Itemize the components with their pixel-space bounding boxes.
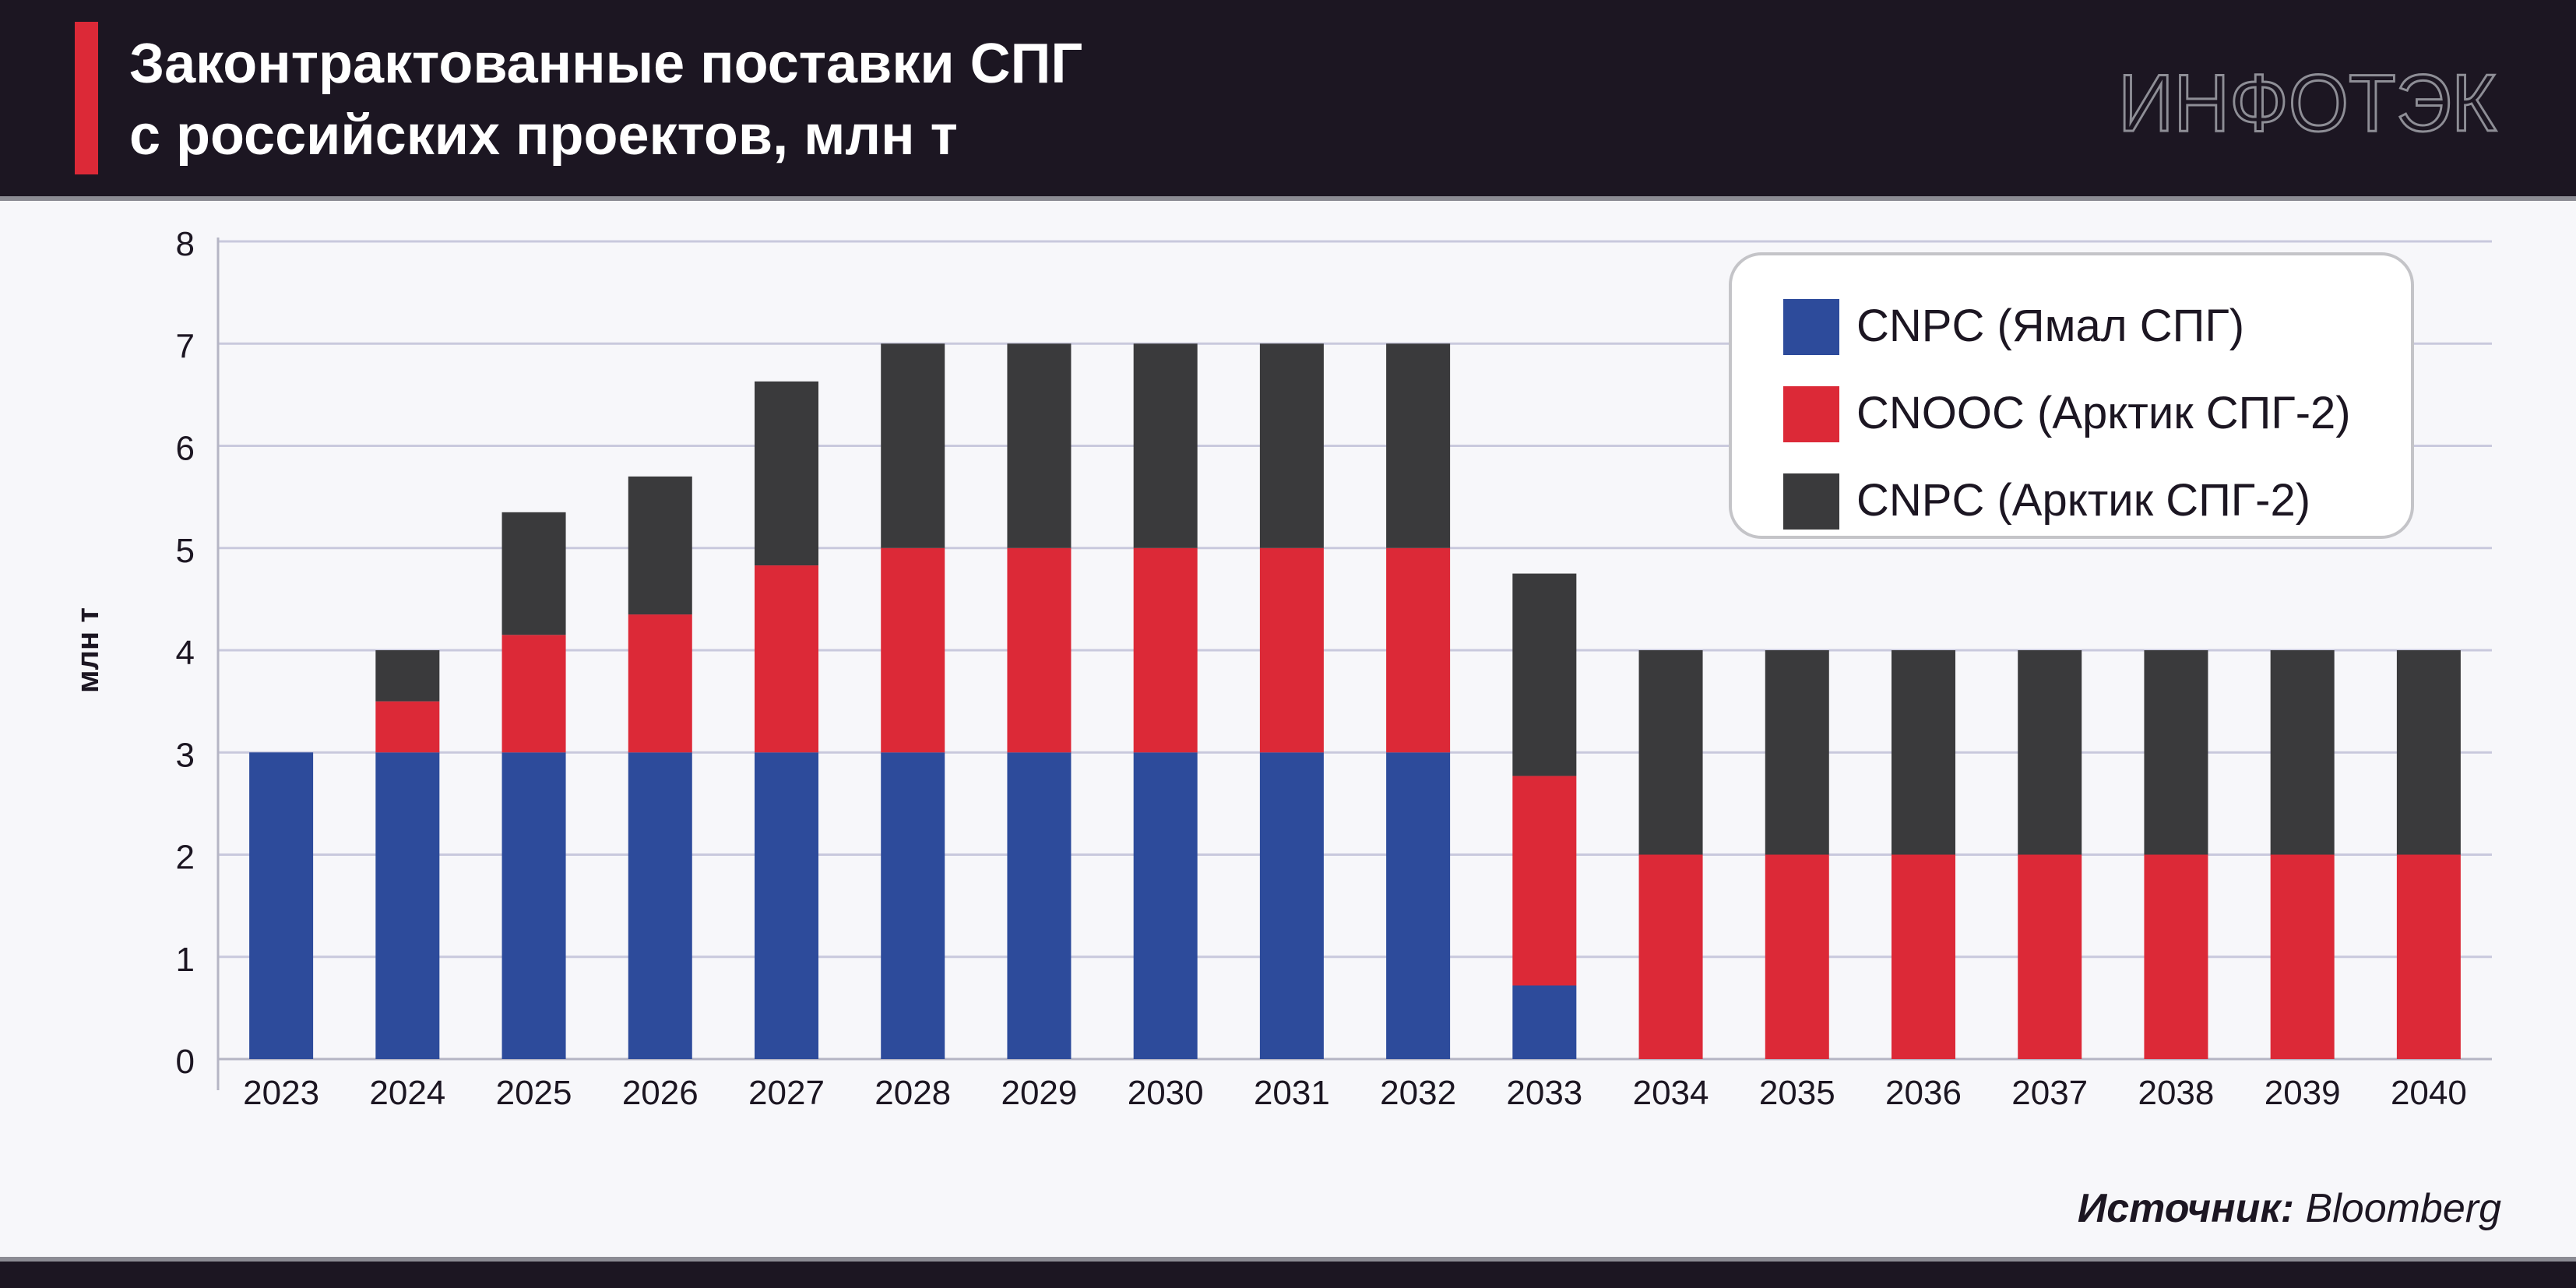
bar-segment [2018, 650, 2082, 855]
bar-segment [1512, 573, 1577, 776]
footer-bar [0, 1262, 2576, 1288]
bar-segment [1512, 776, 1577, 986]
bar-chart: 0 1 2 3 4 5 6 7 8 млн т 2023 2024 2025 2026 2027 2028 20… [71, 225, 2492, 1112]
bar-segment [2396, 854, 2461, 1059]
bar-segment [1386, 752, 1451, 1059]
source-label: Источник: [2077, 1186, 2295, 1231]
logo-text: ИНФОТЭК [2118, 64, 2497, 142]
x-tick-label: 2033 [1506, 1074, 1582, 1112]
bar-segment [1638, 854, 1703, 1059]
bar-segment [628, 614, 692, 753]
bar-segment [2144, 854, 2208, 1059]
bar-segment [881, 752, 945, 1059]
x-tick-label: 2030 [1128, 1074, 1204, 1112]
chart-title: Законтрактованные поставки СПГ с российс… [129, 28, 1920, 171]
bar-segment [1765, 854, 1829, 1059]
bar-segment [755, 752, 818, 1059]
bar-segment [628, 752, 692, 1059]
bar-segment [1892, 854, 1955, 1059]
bar-segment [755, 565, 818, 753]
y-tick-label: 8 [176, 225, 195, 263]
bar-segment [1638, 650, 1703, 855]
y-tick-label: 5 [176, 532, 195, 570]
title-line-2: с российских проектов, млн т [129, 104, 958, 167]
bar-segment [1892, 650, 1955, 855]
bar-segment [755, 381, 818, 566]
bar-segment [2018, 854, 2082, 1059]
bar-segment [501, 512, 566, 635]
x-tick-label: 2038 [2138, 1074, 2214, 1112]
bar-segment [1765, 650, 1829, 855]
legend-label: CNPC (Арктик СПГ-2) [1856, 475, 2310, 526]
accent-bar [75, 22, 98, 174]
bar-segment [1007, 752, 1072, 1059]
legend-box [1729, 252, 2414, 539]
x-tick-label: 2035 [1759, 1074, 1835, 1112]
bar-segment [375, 752, 440, 1059]
legend-label: CNOOC (Арктик СПГ-2) [1856, 388, 2351, 438]
header-bar [0, 0, 2576, 196]
bar-segment [1133, 752, 1198, 1059]
legend-swatch [1783, 473, 1839, 530]
x-tick-label: 2032 [1380, 1074, 1456, 1112]
x-tick-label: 2023 [243, 1074, 319, 1112]
bar-segment [881, 547, 945, 753]
x-tick-label: 2026 [622, 1074, 699, 1112]
header-divider [0, 196, 2576, 201]
bar-segment [1133, 343, 1198, 548]
y-tick-label: 4 [176, 634, 195, 672]
bar-segment [1386, 547, 1451, 753]
x-tick-label: 2037 [2011, 1074, 2088, 1112]
x-tick-label: 2039 [2265, 1074, 2341, 1112]
bar-segment [501, 752, 566, 1059]
x-tick-label: 2024 [369, 1074, 445, 1112]
legend-swatch [1783, 386, 1839, 442]
bar-segment [1259, 343, 1324, 548]
legend-label: CNPC (Ямал СПГ) [1856, 301, 2244, 351]
bar-segment [1512, 985, 1577, 1059]
x-tick-label: 2040 [2391, 1074, 2467, 1112]
x-tick-label: 2025 [496, 1074, 572, 1112]
bar-segment [2144, 650, 2208, 855]
x-tick-label: 2027 [748, 1074, 825, 1112]
bar-segment [1007, 343, 1072, 548]
bar-segment [628, 476, 692, 615]
bar-segment [1133, 547, 1198, 753]
source-note: Источник: Bloomberg [2078, 1185, 2501, 1232]
y-tick-label: 0 [176, 1043, 195, 1081]
bar-segment [1259, 547, 1324, 753]
bar-segment [1259, 752, 1324, 1059]
x-tick-label: 2029 [1001, 1074, 1077, 1112]
y-tick-label: 2 [176, 839, 195, 877]
bar-segment [375, 650, 440, 702]
x-tick-label: 2034 [1633, 1074, 1709, 1112]
bar-segment [881, 343, 945, 548]
bar-segment [375, 701, 440, 753]
bar-segment [249, 752, 314, 1059]
title-line-1: Законтрактованные поставки СПГ [129, 33, 1083, 95]
x-tick-label: 2036 [1885, 1074, 1962, 1112]
bar-segment [2270, 854, 2335, 1059]
bar-segment [1386, 343, 1451, 548]
y-tick-label: 1 [176, 941, 195, 979]
y-tick-label: 3 [176, 736, 195, 774]
footer-divider [0, 1257, 2576, 1262]
bar-segment [1007, 547, 1072, 753]
bar-segment [501, 635, 566, 753]
source-value: Bloomberg [2305, 1186, 2501, 1231]
y-tick-label: 7 [176, 327, 195, 365]
bar-segment [2270, 650, 2335, 855]
x-tick-label: 2028 [875, 1074, 951, 1112]
infotek-logo: ИНФОТЭК [2118, 64, 2498, 142]
y-tick-label: 6 [176, 430, 195, 468]
y-axis-label: млн т [71, 607, 105, 693]
legend-swatch [1783, 299, 1839, 355]
x-tick-label: 2031 [1254, 1074, 1330, 1112]
bar-segment [2396, 650, 2461, 855]
